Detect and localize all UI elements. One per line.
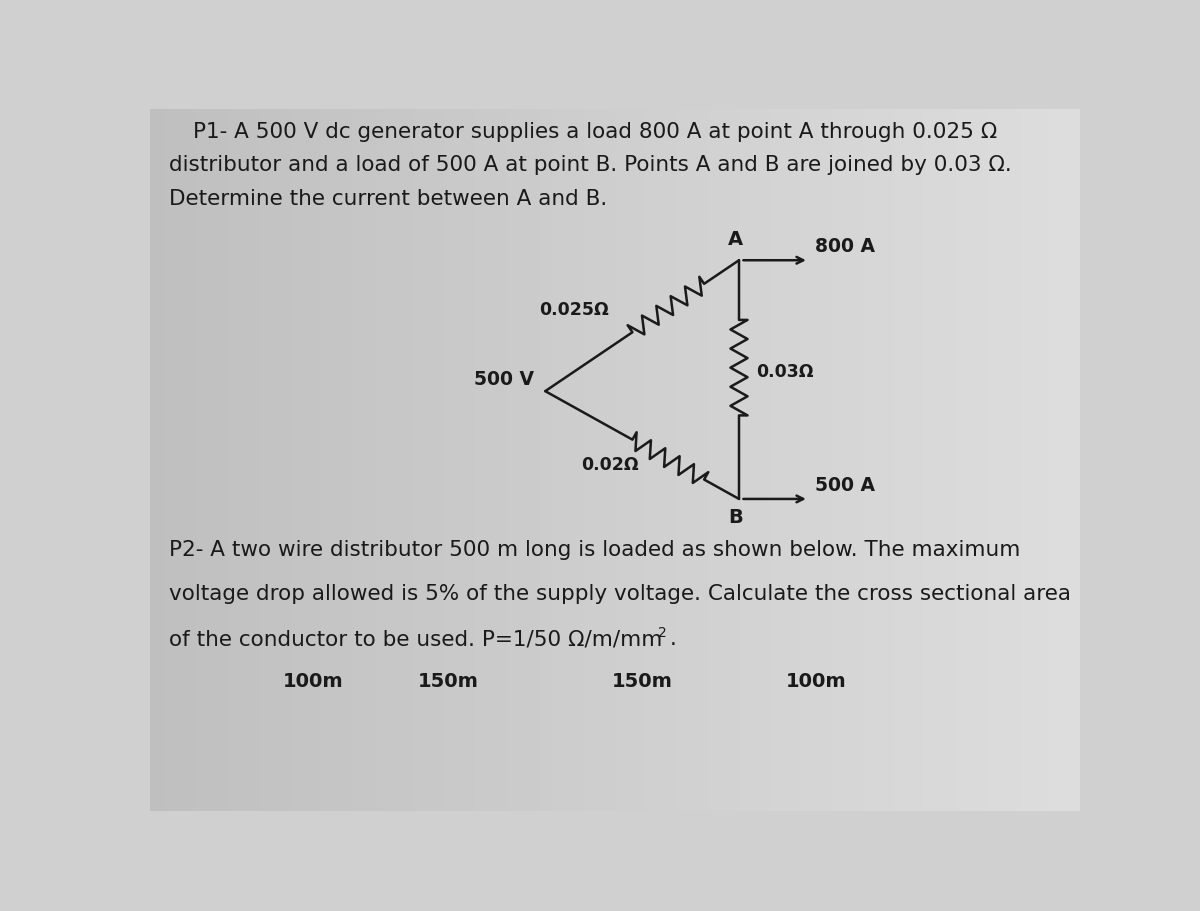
Bar	[289, 109, 305, 811]
Bar	[336, 109, 352, 811]
Bar	[460, 109, 475, 811]
Text: 150m: 150m	[612, 672, 672, 691]
Bar	[863, 109, 878, 811]
Bar	[925, 109, 941, 811]
Bar	[258, 109, 274, 811]
Bar	[212, 109, 228, 811]
Text: of the conductor to be used. P=1/50 Ω/m/mm: of the conductor to be used. P=1/50 Ω/m/…	[169, 630, 662, 649]
Bar	[941, 109, 956, 811]
Bar	[305, 109, 320, 811]
Bar	[816, 109, 832, 811]
Bar	[414, 109, 430, 811]
Bar	[166, 109, 181, 811]
Bar	[708, 109, 724, 811]
Text: 2: 2	[658, 626, 666, 640]
Text: 100m: 100m	[786, 672, 847, 691]
Bar	[383, 109, 398, 811]
Bar	[847, 109, 863, 811]
Bar	[1002, 109, 1018, 811]
Bar	[274, 109, 289, 811]
Bar	[802, 109, 816, 811]
Text: distributor and a load of 500 A at point B. Points A and B are joined by 0.03 Ω.: distributor and a load of 500 A at point…	[169, 155, 1012, 175]
Bar	[956, 109, 972, 811]
Bar	[739, 109, 755, 811]
Text: A: A	[727, 230, 743, 249]
Bar	[228, 109, 242, 811]
Bar	[569, 109, 584, 811]
Text: 0.025Ω: 0.025Ω	[540, 301, 610, 319]
Bar	[150, 109, 166, 811]
Bar	[616, 109, 630, 811]
Text: voltage drop allowed is 5% of the supply voltage. Calculate the cross sectional : voltage drop allowed is 5% of the supply…	[169, 585, 1072, 604]
Bar	[677, 109, 692, 811]
Text: 150m: 150m	[418, 672, 479, 691]
Bar	[630, 109, 646, 811]
Bar	[786, 109, 802, 811]
Bar	[352, 109, 367, 811]
Bar	[475, 109, 491, 811]
Bar	[1064, 109, 1080, 811]
Bar	[1049, 109, 1064, 811]
Bar	[538, 109, 553, 811]
Text: 0.03Ω: 0.03Ω	[756, 363, 814, 381]
Bar	[197, 109, 212, 811]
Bar	[724, 109, 739, 811]
Text: .: .	[670, 630, 676, 649]
Bar	[692, 109, 708, 811]
Bar	[506, 109, 522, 811]
Text: 500 A: 500 A	[815, 476, 875, 495]
Bar	[242, 109, 258, 811]
Bar	[522, 109, 538, 811]
Text: Determine the current between A and B.: Determine the current between A and B.	[169, 189, 607, 209]
Text: B: B	[727, 508, 743, 527]
Bar	[553, 109, 569, 811]
Text: 800 A: 800 A	[815, 238, 875, 256]
Bar	[367, 109, 383, 811]
Text: P1- A 500 V dc generator supplies a load 800 A at point A through 0.025 Ω: P1- A 500 V dc generator supplies a load…	[193, 122, 997, 141]
Bar	[646, 109, 661, 811]
Bar	[986, 109, 1002, 811]
Text: 100m: 100m	[282, 672, 343, 691]
Bar	[444, 109, 460, 811]
Text: P2- A two wire distributor 500 m long is loaded as shown below. The maximum: P2- A two wire distributor 500 m long is…	[169, 539, 1021, 559]
Bar	[770, 109, 786, 811]
Bar	[430, 109, 444, 811]
Bar	[398, 109, 414, 811]
Bar	[320, 109, 336, 811]
Bar	[910, 109, 925, 811]
Bar	[972, 109, 986, 811]
Bar	[600, 109, 616, 811]
Bar	[832, 109, 847, 811]
Bar	[894, 109, 910, 811]
Bar	[181, 109, 197, 811]
Bar	[491, 109, 506, 811]
Bar	[878, 109, 894, 811]
Text: 500 V: 500 V	[474, 370, 534, 389]
Text: 0.02Ω: 0.02Ω	[581, 456, 638, 474]
Bar	[661, 109, 677, 811]
Bar	[584, 109, 600, 811]
Bar	[1018, 109, 1033, 811]
Bar	[755, 109, 770, 811]
Bar	[1033, 109, 1049, 811]
